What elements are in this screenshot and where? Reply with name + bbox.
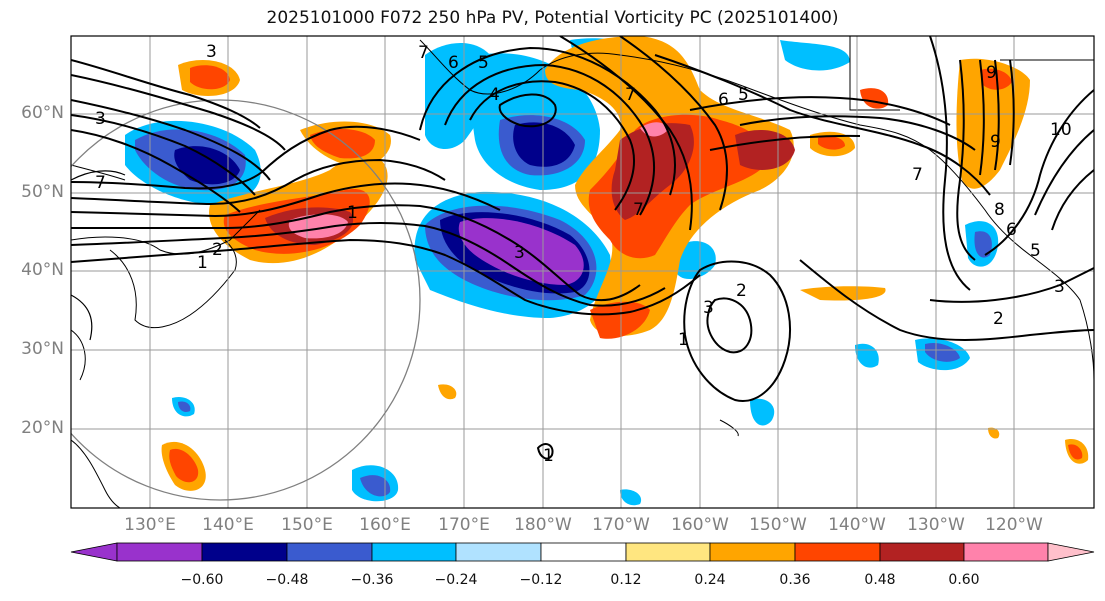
- contour-label: 1: [197, 253, 208, 273]
- lat-label: 60°N: [21, 103, 64, 123]
- lon-label: 180°W: [514, 515, 572, 535]
- contour-label: 3: [206, 42, 217, 62]
- colorbar-segment: [371, 542, 457, 562]
- contour-label: 1: [543, 446, 554, 466]
- contour-label: 7: [912, 165, 923, 185]
- colorbar-tick-label: −0.48: [265, 572, 309, 588]
- colorbar-segment: [963, 542, 1049, 562]
- lat-label: 30°N: [21, 339, 64, 359]
- colorbar-tick-label: 0.12: [610, 572, 642, 588]
- colorbar: [70, 542, 1095, 562]
- graticule: [71, 36, 1094, 508]
- pv-contours-thin: [71, 170, 126, 341]
- contour-label: 3: [1054, 277, 1065, 297]
- map-fields: 3 3 7 7 6 5 4 3 7 7 6 5 10 9 9 7 8 6 5 3…: [71, 36, 1094, 508]
- negative-anomaly-fills: [125, 38, 999, 506]
- contour-label: 3: [95, 109, 106, 129]
- colorbar-extend-low: [70, 542, 118, 562]
- contour-label: 2: [736, 281, 747, 301]
- range-ring: [71, 99, 421, 501]
- chart-title: 2025101000 F072 250 hPa PV, Potential Vo…: [266, 8, 839, 28]
- contour-label: 8: [994, 200, 1005, 220]
- contour-label: 5: [738, 85, 749, 105]
- colorbar-tick-label: −0.60: [180, 572, 224, 588]
- colorbar-extend-high: [1047, 542, 1095, 562]
- contour-label: 2: [993, 309, 1004, 329]
- colorbar-tick-label: −0.36: [350, 572, 394, 588]
- contour-label: 9: [986, 63, 997, 83]
- pv-contours: [71, 36, 1094, 460]
- contour-label: 3: [514, 243, 525, 263]
- contour-label: 1: [347, 203, 358, 223]
- contour-label: 7: [418, 43, 429, 63]
- contour-label: 6: [718, 90, 729, 110]
- lon-label: 130°E: [124, 515, 176, 535]
- lon-label: 160°W: [671, 515, 729, 535]
- colorbar-tick-label: 0.60: [948, 572, 980, 588]
- colorbar-segment: [794, 542, 881, 562]
- colorbar-segment: [286, 542, 373, 562]
- lat-label: 20°N: [21, 418, 64, 438]
- colorbar-tick-label: 0.36: [779, 572, 811, 588]
- colorbar-segment: [625, 542, 711, 562]
- colorbar-segment: [116, 542, 203, 562]
- colorbar-segment: [709, 542, 796, 562]
- colorbar-segment: [540, 542, 627, 562]
- contour-label: 7: [633, 200, 644, 220]
- map-frame: [70, 35, 1095, 509]
- contour-label: 9: [990, 132, 1001, 152]
- lon-label: 170°W: [592, 515, 650, 535]
- colorbar-tick-label: −0.24: [434, 572, 478, 588]
- colorbar-tick-label: −0.12: [519, 572, 563, 588]
- colorbar-tick-label: 0.24: [694, 572, 726, 588]
- lon-label: 150°E: [281, 515, 333, 535]
- colorbar-tick-label: 0.48: [864, 572, 896, 588]
- coastlines: [71, 36, 1094, 508]
- lon-label: 130°W: [907, 515, 965, 535]
- contour-label: 10: [1050, 120, 1072, 140]
- contour-label: 5: [1030, 241, 1041, 261]
- lat-label: 50°N: [21, 182, 64, 202]
- lon-label: 160°E: [359, 515, 411, 535]
- colorbar-segment: [879, 542, 965, 562]
- lon-label: 170°E: [438, 515, 490, 535]
- contour-label: 4: [489, 85, 500, 105]
- contour-label: 5: [478, 53, 489, 73]
- lon-label: 120°W: [985, 515, 1043, 535]
- lat-label: 40°N: [21, 260, 64, 280]
- contour-labels: 3 3 7 7 6 5 4 3 7 7 6 5 10 9 9 7 8 6 5 3…: [95, 42, 1072, 466]
- lon-label: 140°W: [828, 515, 886, 535]
- contour-label: 6: [448, 53, 459, 73]
- contour-label: 3: [703, 298, 714, 318]
- lon-label: 150°W: [749, 515, 807, 535]
- lon-label: 140°E: [202, 515, 254, 535]
- contour-label: 2: [212, 240, 223, 260]
- contour-label: 1: [678, 330, 689, 350]
- colorbar-segment: [455, 542, 542, 562]
- contour-label: 6: [1006, 220, 1017, 240]
- contour-label: 7: [625, 85, 636, 105]
- colorbar-segment: [201, 542, 288, 562]
- contour-label: 7: [95, 173, 106, 193]
